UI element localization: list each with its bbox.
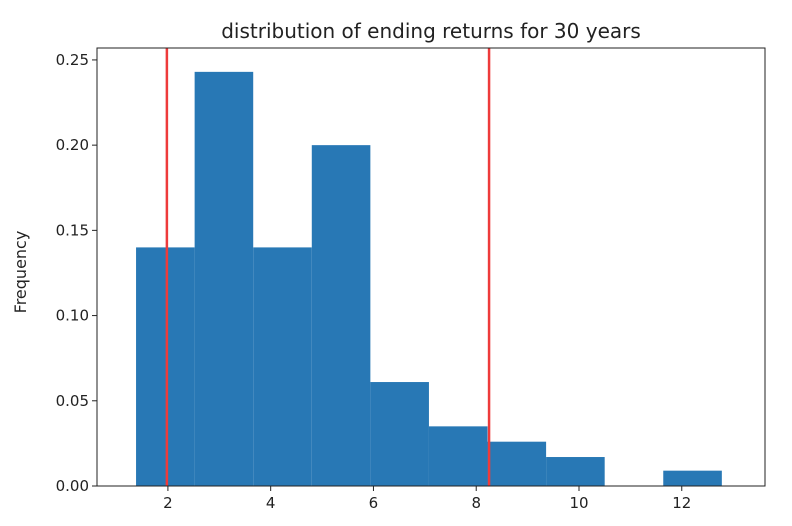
histogram-bar-10 [663, 470, 722, 486]
histogram-bar-6 [428, 426, 488, 486]
y-tick-label-1: 0.05 [56, 392, 89, 410]
y-tick-label-5: 0.25 [56, 51, 89, 69]
x-tick-label-12: 12 [672, 494, 691, 512]
histogram-bar-8 [546, 457, 605, 486]
y-tick-label-4: 0.20 [56, 136, 89, 154]
y-tick-label-3: 0.15 [56, 221, 89, 239]
y-axis-label: Frequency [11, 231, 30, 314]
x-tick-label-4: 4 [266, 494, 276, 512]
plot-area [136, 48, 722, 486]
plot-frame [96, 47, 766, 487]
histogram-bar-1 [136, 247, 195, 486]
histogram-bar-7 [487, 441, 547, 486]
y-tick-label-2: 0.10 [56, 307, 89, 325]
x-tick-label-10: 10 [569, 494, 588, 512]
histogram-bar-5 [370, 382, 429, 486]
histogram-bar-3 [253, 247, 312, 486]
x-tick-label-8: 8 [471, 494, 481, 512]
x-axis: 2 4 6 8 10 12 [163, 486, 691, 512]
x-tick-label-6: 6 [369, 494, 379, 512]
chart-title: distribution of ending returns for 30 ye… [221, 19, 641, 43]
y-axis: 0.00 0.05 0.10 0.15 0.20 0.25 [56, 51, 97, 495]
histogram-bar-4 [311, 145, 371, 486]
y-tick-label-0: 0.00 [56, 477, 89, 495]
x-tick-label-2: 2 [163, 494, 173, 512]
histogram-bar-2 [194, 71, 254, 486]
